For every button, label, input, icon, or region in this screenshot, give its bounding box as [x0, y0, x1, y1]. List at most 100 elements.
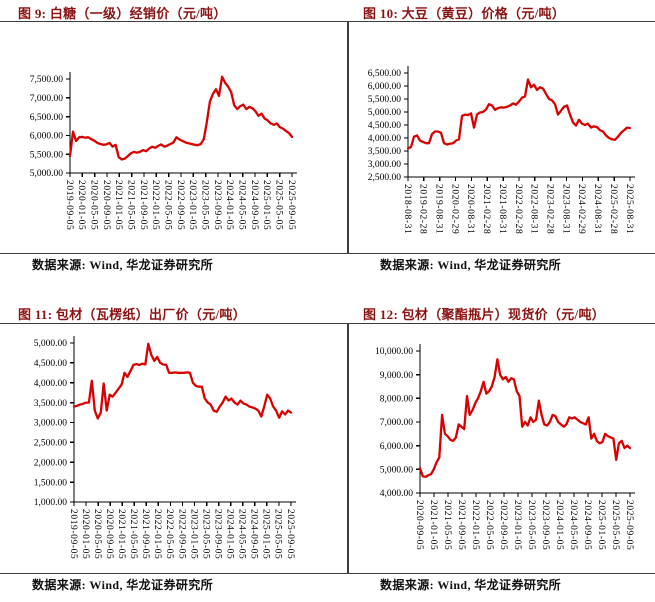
- x-tick-label: 2023-01-05: [187, 180, 197, 230]
- x-tick-label: 2020-02-29: [449, 184, 459, 234]
- x-tick-label: 2020-09-05: [414, 500, 424, 550]
- y-tick-label: 8,000.00: [380, 395, 414, 405]
- y-tick-label: 4,500.00: [368, 121, 402, 131]
- y-tick-label: 7,500.00: [30, 75, 64, 85]
- y-tick-label: 1,500.00: [34, 478, 68, 488]
- row1-panel-divider: [347, 22, 349, 253]
- y-tick-label: 7,000.00: [30, 94, 64, 104]
- x-tick-label: 2023-02-28: [545, 184, 555, 234]
- x-tick-label: 2023-01-05: [512, 500, 522, 550]
- x-tick-label: 2022-01-05: [150, 180, 160, 230]
- figure-9-title: 图 9: 白糖（一级）经销价（元/吨）: [18, 6, 227, 21]
- x-tick-label: 2023-05-05: [199, 180, 209, 230]
- x-tick-label: 2018-08-31: [402, 184, 412, 234]
- figure-10-title: 图 10: 大豆（黄豆）价格（元/吨）: [363, 6, 566, 21]
- figure-10-chart: 6,500.00 6,000.00 5,500.00 5,000.00 4,500.00…: [328, 28, 655, 258]
- y-tick-label: 9,000.00: [380, 371, 414, 381]
- fig9-svg: 7,500.00 7,000.00 6,500.00 6,000.00 5,500.00…: [30, 72, 297, 230]
- x-tick-label: 2024-09-05: [249, 180, 259, 230]
- x-tick-label: 2021-09-05: [140, 509, 150, 559]
- x-tick-label: 2019-09-05: [68, 509, 78, 559]
- figure-11-title: 图 11: 包材（瓦楞纸）出厂价（元/吨）: [18, 307, 247, 322]
- x-tick-label: 2019-09-05: [64, 180, 74, 230]
- x-tick-label: 2023-08-31: [560, 184, 570, 234]
- x-tick-label: 2021-09-05: [456, 500, 466, 550]
- x-tick-label: 2024-01-05: [554, 500, 564, 550]
- fig11-svg: 5,000.00 4,500.00 4,000.00 3,500.00 3,000.00…: [34, 336, 296, 559]
- x-tick-label: 2025-01-05: [261, 509, 271, 559]
- x-tick-label: 2023-09-05: [212, 509, 222, 559]
- x-tick-label: 2024-09-05: [582, 500, 592, 550]
- x-tick-label: 2022-05-05: [162, 180, 172, 230]
- x-tick-label: 2024-08-31: [592, 184, 602, 234]
- x-tick-label: 2021-05-05: [442, 500, 452, 550]
- x-tick-label: 2025-02-28: [608, 184, 618, 234]
- x-tick-label: 2020-01-05: [76, 180, 86, 230]
- row2-bottom-rule: [0, 573, 655, 574]
- y-tick-label: 6,000.00: [380, 442, 414, 452]
- y-tick-label: 3,000.00: [34, 419, 68, 429]
- fig12-series-line: [418, 358, 632, 479]
- x-tick-label: 2019-02-28: [418, 184, 428, 234]
- x-tick-label: 2022-01-05: [152, 509, 162, 559]
- x-tick-label: 2025-08-31: [624, 184, 634, 234]
- axis-tick-labels: 7,500.00 7,000.00 6,500.00 6,000.00 5,500.00…: [30, 75, 296, 230]
- row2-title-rule: [0, 323, 655, 324]
- x-tick-label: 2022-09-05: [176, 509, 186, 559]
- x-tick-label: 2022-09-05: [498, 500, 508, 550]
- x-tick-label: 2024-05-05: [237, 509, 247, 559]
- row2-panel-divider: [347, 324, 349, 573]
- x-tick-label: 2020-08-31: [465, 184, 475, 234]
- x-tick-label: 2024-09-05: [249, 509, 259, 559]
- y-tick-label: 2,000.00: [34, 458, 68, 468]
- x-tick-label: 2025-01-05: [596, 500, 606, 550]
- figure-10-source: 数据来源: Wind, 华龙证券研究所: [380, 258, 562, 272]
- x-tick-label: 2024-01-05: [225, 509, 235, 559]
- y-tick-label: 6,500.00: [30, 113, 64, 123]
- y-tick-label: 2,500.00: [34, 439, 68, 449]
- figure-9-chart: 7,500.00 7,000.00 6,500.00 6,000.00 5,500.00…: [0, 28, 330, 258]
- fig9-series-line: [68, 75, 294, 161]
- y-tick-label: 1,000.00: [34, 498, 68, 508]
- y-tick-label: 2,500.00: [368, 173, 402, 183]
- x-tick-label: 2023-01-05: [188, 509, 198, 559]
- axis-tick-labels: 6,500.00 6,000.00 5,500.00 5,000.00 4,500.00…: [368, 69, 634, 234]
- x-tick-label: 2020-05-05: [88, 180, 98, 230]
- y-tick-label: 7,000.00: [380, 418, 414, 428]
- x-tick-label: 2021-01-05: [428, 500, 438, 550]
- y-tick-label: 4,000.00: [34, 379, 68, 389]
- y-tick-label: 4,000.00: [380, 489, 414, 499]
- x-tick-label: 2021-09-05: [138, 180, 148, 230]
- x-tick-label: 2025-05-05: [273, 180, 283, 230]
- fig10-series-line: [406, 78, 632, 150]
- y-tick-label: 5,000.00: [30, 169, 64, 179]
- axes: [416, 344, 635, 497]
- x-tick-label: 2024-05-05: [236, 180, 246, 230]
- x-tick-label: 2025-09-05: [624, 500, 634, 550]
- x-tick-label: 2022-08-31: [529, 184, 539, 234]
- y-tick-label: 6,000.00: [30, 132, 64, 142]
- row1-title-rule: [0, 21, 655, 22]
- figure-11-chart: 5,000.00 4,500.00 4,000.00 3,500.00 3,000.00…: [0, 328, 330, 578]
- x-tick-label: 2022-05-05: [164, 509, 174, 559]
- y-tick-label: 10,000.00: [375, 347, 413, 357]
- axis-tick-labels: 10,000.00 9,000.00 8,000.00 7,000.00 6,000.0…: [375, 347, 634, 550]
- figure-12-title: 图 12: 包材（聚酯瓶片）现货价（元/吨）: [363, 307, 606, 322]
- fig10-svg: 6,500.00 6,000.00 5,500.00 5,000.00 4,500.00…: [368, 66, 635, 234]
- y-tick-label: 3,500.00: [34, 399, 68, 409]
- x-tick-label: 2024-01-05: [224, 180, 234, 230]
- axes: [70, 336, 296, 506]
- figure-11-source: 数据来源: Wind, 华龙证券研究所: [32, 578, 214, 592]
- x-tick-label: 2023-09-05: [212, 180, 222, 230]
- figure-12-chart: 10,000.00 9,000.00 8,000.00 7,000.00 6,000.0…: [328, 328, 655, 578]
- x-tick-label: 2021-05-05: [128, 509, 138, 559]
- y-tick-label: 6,000.00: [368, 82, 402, 92]
- x-tick-label: 2021-05-05: [125, 180, 135, 230]
- x-tick-label: 2025-05-05: [610, 500, 620, 550]
- x-tick-label: 2023-05-05: [526, 500, 536, 550]
- x-tick-label: 2021-01-05: [116, 509, 126, 559]
- x-tick-label: 2019-08-31: [434, 184, 444, 234]
- x-tick-label: 2025-09-05: [286, 180, 296, 230]
- x-tick-label: 2022-05-05: [484, 500, 494, 550]
